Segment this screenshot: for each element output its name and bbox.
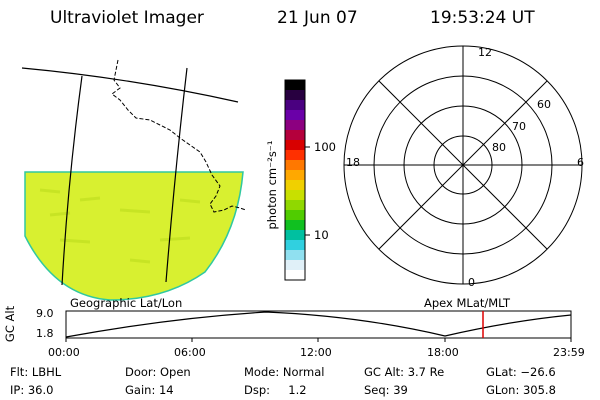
info-mode: Mode: Normal xyxy=(244,365,325,379)
colorbar-segment xyxy=(285,170,305,181)
colorbar-segment xyxy=(285,160,305,171)
lon-line-right xyxy=(165,67,188,283)
colorbar-segment xyxy=(285,130,305,141)
info-seq: Seq: 39 xyxy=(364,383,408,397)
colorbar-segment xyxy=(285,230,305,241)
strip-x-tick-0600: 06:00 xyxy=(174,346,206,359)
app-title: Ultraviolet Imager xyxy=(50,8,204,28)
geographic-image xyxy=(21,59,247,301)
strip-x-tick-2359: 23:59 xyxy=(553,346,585,359)
colorbar-segment xyxy=(285,220,305,231)
lon-line-left xyxy=(61,75,83,286)
colorbar-segment xyxy=(285,200,305,211)
polar-hour-0: 0 xyxy=(468,276,475,289)
uvi-image-texture xyxy=(39,188,201,264)
colorbar-tick-label-100: 100 xyxy=(314,140,336,154)
info-dsp: Dsp: 1.2 xyxy=(244,383,307,397)
colorbar-segment xyxy=(285,270,305,281)
polar-lat-80: 80 xyxy=(492,141,506,154)
strip-left-caption: Geographic Lat/Lon xyxy=(70,296,183,310)
info-gain: Gain: 14 xyxy=(125,383,174,397)
altitude-curve xyxy=(65,311,572,338)
info-ip: IP: 36.0 xyxy=(10,383,54,397)
polar-plot xyxy=(343,45,583,285)
info-glat: GLat: −26.6 xyxy=(486,365,556,379)
info-door: Door: Open xyxy=(125,365,191,379)
colorbar-segment xyxy=(285,250,305,261)
colorbar-segment xyxy=(285,180,305,191)
strip-axis-title: GC Alt xyxy=(3,305,17,343)
header-date: 21 Jun 07 xyxy=(277,8,358,28)
polar-diagonal-2 xyxy=(378,80,548,250)
colorbar-tick-label-10: 10 xyxy=(314,228,329,242)
info-gc-alt: GC Alt: 3.7 Re xyxy=(364,365,445,379)
info-filter: Flt: LBHL xyxy=(10,365,62,379)
polar-hour-12: 12 xyxy=(478,46,492,59)
info-glon: GLon: 305.8 xyxy=(486,383,556,397)
strip-x-tick-1200: 12:00 xyxy=(300,346,332,359)
strip-y-tick-low: 1.8 xyxy=(36,327,54,340)
strip-right-caption: Apex MLat/MLT xyxy=(424,296,511,310)
colorbar-segment xyxy=(285,90,305,101)
colorbar-segment xyxy=(285,120,305,131)
colorbar-segment xyxy=(285,140,305,151)
strip-y-tick-high: 9.0 xyxy=(36,307,54,320)
colorbar-segment xyxy=(285,260,305,271)
colorbar-frame xyxy=(284,79,306,281)
colorbar-segment xyxy=(285,240,305,251)
uvi-image-fill xyxy=(24,171,244,301)
lat-line-top xyxy=(21,67,239,103)
altitude-strip xyxy=(65,310,572,342)
colorbar-segment xyxy=(285,100,305,111)
colorbar-axis-label: photon cm⁻²s⁻¹ xyxy=(265,140,279,230)
strip-x-tick-1800: 18:00 xyxy=(427,346,459,359)
colorbar-segment xyxy=(285,210,305,221)
colorbar-segment xyxy=(285,110,305,121)
polar-lat-70: 70 xyxy=(512,120,526,133)
colorbar-segment xyxy=(285,190,305,201)
strip-x-tick-0000: 00:00 xyxy=(48,346,80,359)
colorbar-segment xyxy=(285,150,305,161)
polar-hour-6: 6 xyxy=(577,156,584,169)
header-time: 19:53:24 UT xyxy=(430,8,535,28)
polar-lat-60: 60 xyxy=(537,98,551,111)
polar-hour-18: 18 xyxy=(346,156,360,169)
colorbar-segment xyxy=(285,80,305,91)
colorbar xyxy=(285,80,305,281)
